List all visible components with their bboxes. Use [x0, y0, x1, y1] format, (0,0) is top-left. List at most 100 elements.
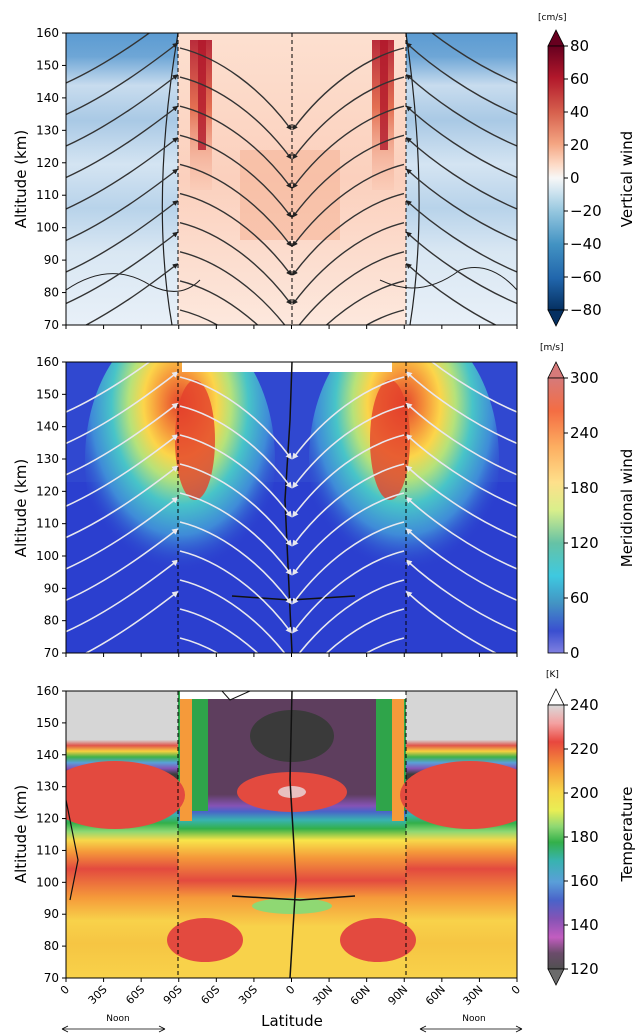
- streamline: [179, 608, 259, 653]
- streamline: [405, 371, 517, 445]
- streamline: [292, 492, 405, 576]
- x-tick-label: 0: [283, 983, 297, 997]
- streamline: [405, 137, 517, 210]
- streamline: [430, 362, 517, 413]
- streamline: [405, 263, 498, 325]
- colorbar-tick-label: 20: [570, 136, 589, 154]
- colorbar-tick-label: 0: [570, 644, 580, 662]
- colorbar-label: Temperature: [618, 786, 636, 882]
- x-tick-label: 60S: [198, 983, 222, 1007]
- streamline: [405, 200, 517, 273]
- colorbar-tick-label: 0: [570, 169, 580, 187]
- y-tick-label: 130: [36, 780, 59, 794]
- x-tick-label: 30N: [461, 983, 486, 1008]
- streamline: [179, 192, 292, 276]
- colorbar-tick-label: 60: [570, 70, 589, 88]
- streamline: [66, 434, 179, 507]
- vertical-wind-field: [66, 33, 517, 325]
- streamline: [179, 309, 219, 325]
- vertical-wind-colorbar: [547, 45, 565, 311]
- colorbar-tick-label: 120: [570, 534, 599, 552]
- y-axis-label: Altitude (km): [12, 130, 30, 228]
- panel-meridional-wind: 70 80 90 100 110 120 130 140 150 160 Altitude (km…: [12, 343, 636, 662]
- y-tick-label: 90: [44, 581, 59, 595]
- x-tick-label: 0: [58, 983, 72, 997]
- y-tick-label: 110: [36, 843, 59, 857]
- y-tick-label: 80: [44, 614, 59, 628]
- y-tick-label: 120: [36, 812, 59, 826]
- streamline: [66, 528, 179, 601]
- y-tick-label: 150: [36, 387, 59, 401]
- colorbar-tick-label: 240: [570, 696, 599, 714]
- streamline: [405, 168, 517, 242]
- streamline: [179, 405, 292, 489]
- y-tick-label: 140: [36, 91, 59, 105]
- streamline: [325, 608, 405, 653]
- colorbar-tick-label: 300: [570, 369, 599, 387]
- y-tick-label: 110: [36, 517, 59, 531]
- colorbar-ticks: 80 60 40 20 0 −20 −40 −60 −80: [564, 37, 602, 319]
- colorbar-label: Meridional wind: [618, 449, 636, 567]
- streamline: [179, 521, 292, 605]
- streamline: [66, 362, 151, 413]
- streamline: [405, 433, 517, 507]
- y-tick-label: 90: [44, 253, 59, 267]
- streamline: [179, 76, 292, 160]
- x-axis-label: Latitude: [261, 1012, 323, 1030]
- meridional-wind-streamlines: [66, 362, 517, 653]
- colorbar-tick-label: −80: [570, 301, 602, 319]
- y-tick-label: 70: [44, 646, 59, 660]
- streamline: [179, 47, 292, 131]
- y-axis-ticks: 70 80 90 100 110 120 130 140 150 160: [36, 355, 66, 660]
- colorbar-tick-label: 80: [570, 37, 589, 55]
- streamline: [405, 42, 517, 116]
- streamline: [292, 192, 405, 276]
- y-tick-label: 100: [36, 875, 59, 889]
- meridional-wind-colorbar: [547, 377, 565, 654]
- streamline: [405, 465, 517, 539]
- streamline: [292, 163, 405, 247]
- streamline: [84, 263, 179, 325]
- streamline: [292, 105, 405, 189]
- colorbar-ticks: 240 220 200 180 160 140 120: [564, 696, 599, 978]
- y-tick-label: 130: [36, 452, 59, 466]
- streamline: [179, 105, 292, 189]
- colorbar-tick-label: −40: [570, 235, 602, 253]
- y-tick-label: 70: [44, 971, 59, 985]
- y-tick-label: 130: [36, 123, 59, 137]
- streamline: [292, 76, 405, 160]
- streamline: [66, 402, 179, 476]
- colorbar-unit: [cm/s]: [538, 13, 566, 23]
- colorbar-min-extend: [547, 968, 565, 986]
- y-axis-label: Altitude (km): [12, 459, 30, 557]
- streamline: [298, 251, 405, 325]
- colorbar-max-extend: [547, 29, 565, 47]
- colorbar-tick-label: −20: [570, 202, 602, 220]
- colorbar-label: Vertical wind: [618, 131, 636, 227]
- x-tick-label: 60N: [348, 983, 373, 1008]
- streamline: [179, 251, 286, 325]
- y-axis-ticks: 70 80 90 100 110 120 130 140 150 160: [36, 684, 66, 985]
- streamline: [179, 550, 292, 634]
- y-tick-label: 160: [36, 684, 59, 698]
- colorbar-min-extend: [547, 309, 565, 327]
- y-tick-label: 160: [36, 26, 59, 40]
- panel-vertical-wind: 70 80 90 100 110 120 130 140 150 160 Altitude (km…: [12, 13, 636, 332]
- y-tick-label: 150: [36, 58, 59, 72]
- noon-marker-right: Noon: [419, 1014, 523, 1033]
- streamline: [405, 590, 498, 653]
- streamline: [292, 376, 405, 460]
- noon-label-right: Noon: [462, 1014, 485, 1024]
- streamline: [405, 74, 517, 147]
- y-tick-label: 80: [44, 286, 59, 300]
- y-tick-label: 90: [44, 907, 59, 921]
- colorbar-ticks: 300 240 180 120 60 0: [564, 369, 599, 662]
- streamline: [292, 134, 405, 218]
- streamline: [66, 200, 179, 273]
- y-axis-label: Altitude (km): [12, 785, 30, 883]
- colorbar-max-extend: [547, 361, 565, 379]
- streamline: [298, 579, 405, 653]
- y-tick-label: 70: [44, 318, 59, 332]
- colorbar-tick-label: −60: [570, 268, 602, 286]
- streamline: [66, 231, 179, 305]
